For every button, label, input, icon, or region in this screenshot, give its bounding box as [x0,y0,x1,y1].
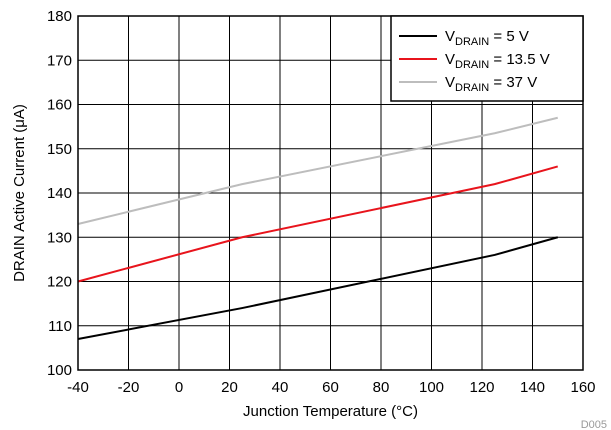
x-tick-label: 20 [221,379,238,396]
x-tick-label: -40 [67,379,89,396]
x-tick-label: 60 [322,379,339,396]
y-tick-label: 110 [48,318,72,335]
legend: VDRAIN = 5 V VDRAIN = 13.5 V VDRAIN = 37 V [390,15,584,102]
series-line-2 [77,165,559,283]
x-tick-label: -20 [118,379,140,396]
x-tick-label: 100 [419,379,444,396]
y-tick-label: 170 [47,52,72,69]
x-axis-title: Junction Temperature (°C) [243,403,418,420]
series-line-1 [77,236,559,341]
y-tick-label: 130 [47,229,72,246]
y-axis-ticks: 100 110 120 130 140 150 160 170 180 [47,8,72,379]
y-tick-label: 140 [47,185,72,202]
figure-id-label: D005 [581,419,607,430]
legend-label: VDRAIN = 5 V [445,28,529,48]
y-tick-label: 160 [47,97,72,114]
y-axis-title: DRAIN Active Current (μA) [11,104,28,282]
x-tick-label: 0 [175,379,183,396]
legend-label: VDRAIN = 37 V [445,74,537,94]
y-tick-label: 120 [47,274,72,291]
plot-area-frame [77,15,584,371]
y-tick-label: 150 [47,141,72,158]
x-tick-label: 120 [469,379,494,396]
x-axis-ticks: -40 -20 0 20 40 60 80 100 120 140 160 [67,379,595,396]
x-tick-label: 80 [373,379,390,396]
y-tick-label: 100 [47,362,72,379]
x-tick-label: 160 [570,379,595,396]
y-tick-label: 180 [47,8,72,25]
legend-label: VDRAIN = 13.5 V [445,51,550,71]
series-line-3 [77,116,558,225]
x-tick-label: 140 [520,379,545,396]
series-layer [77,116,559,341]
x-tick-label: 40 [272,379,289,396]
